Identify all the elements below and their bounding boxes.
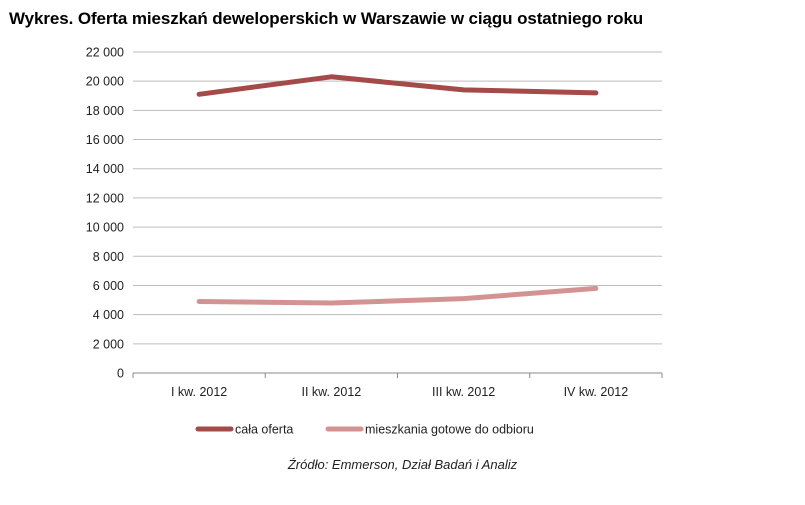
y-tick-label: 12 000 [86,191,124,205]
x-tick-label: II kw. 2012 [301,385,361,399]
x-tick-label: III kw. 2012 [432,385,495,399]
y-tick-label: 22 000 [86,46,124,60]
y-tick-label: 16 000 [86,133,124,147]
x-tick-label: IV kw. 2012 [564,385,629,399]
chart-title: Wykres. Oferta mieszkań deweloperskich w… [9,9,644,28]
y-tick-label: 0 [117,367,124,381]
y-tick-label: 6 000 [93,279,124,293]
x-axis-tick-labels: I kw. 2012 II kw. 2012 III kw. 2012 IV kw. … [171,385,628,399]
y-tick-label: 2 000 [93,337,124,351]
y-tick-label: 10 000 [86,221,124,235]
y-tick-label: 4 000 [93,308,124,322]
y-tick-label: 20 000 [86,75,124,89]
gridlines [132,51,663,378]
y-axis-tick-labels: 0 2 000 4 000 6 000 8 000 10 000 12 000 14 000 1… [86,46,124,381]
y-tick-label: 14 000 [86,162,124,176]
legend-label: mieszkania gotowe do odbioru [365,423,534,437]
series-line-1 [196,74,599,97]
series-line-2 [196,285,599,306]
y-tick-label: 18 000 [86,104,124,118]
legend: cała oferta mieszkania gotowe do odbioru [195,423,534,437]
y-tick-label: 8 000 [93,250,124,264]
source-note: Źródło: Emmerson, Dział Badań i Analiz [287,457,518,472]
legend-label: cała oferta [235,423,293,437]
series-lines [196,74,599,306]
x-tick-label: I kw. 2012 [171,385,227,399]
